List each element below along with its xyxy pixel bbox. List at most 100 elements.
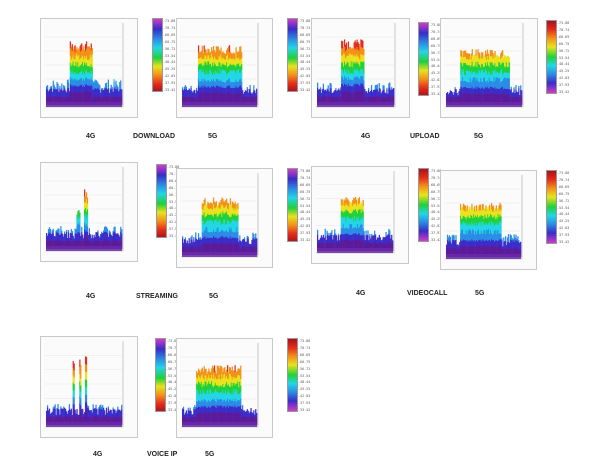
spectrum-bar-segment [239, 237, 241, 240]
spectrum-bar-segment [483, 77, 485, 84]
spectrum-bar-segment [57, 86, 59, 89]
spectrum-bar-segment [69, 234, 71, 237]
spectrum-bar-segment [67, 229, 70, 233]
spectrum-bar-segment [238, 249, 240, 251]
spectrum-bar-segment [78, 209, 80, 215]
spectrum-bar-segment [205, 210, 207, 217]
spectrum-bar-segment [214, 87, 217, 94]
spectrum-bar-segment [359, 85, 361, 93]
spectrum-bar-segment [81, 244, 83, 247]
spectrum-bar-segment [361, 61, 363, 69]
spectrum-bar-segment [248, 244, 250, 247]
spectrum-bar-segment [369, 95, 372, 98]
spectrum-bar-segment [342, 92, 345, 99]
spectrum-bar-segment [226, 62, 228, 69]
spectrum-bar-segment [492, 87, 494, 94]
spectrum-bar-segment [351, 60, 353, 67]
spectrum-bar-segment [233, 226, 235, 233]
spectrum-bar-segment [249, 248, 251, 251]
spectrum-bar-segment [182, 98, 185, 101]
spectrum-bar-segment [201, 91, 203, 99]
spectrum-bar-segment [216, 52, 218, 60]
spectrum-bar-segment [242, 91, 244, 94]
spectrum-bar-segment [352, 80, 354, 87]
spectrum-bar-segment [114, 92, 116, 95]
spectrum-bar-segment [75, 92, 77, 99]
spectrum-bar-segment [485, 82, 488, 89]
spectrum-bar-segment [73, 78, 75, 86]
spectrum-bar-segment [203, 65, 205, 73]
spectrum-bar-segment [501, 51, 503, 58]
spectrum-bar-segment [52, 96, 54, 100]
spectrum-bar-segment [384, 99, 386, 102]
spectrum-bar-segment [240, 242, 242, 245]
spectrum-bar-segment [226, 211, 228, 218]
spectrum-bar-segment [355, 238, 357, 246]
spectrum-bar-segment [54, 244, 56, 247]
spectrum-bar-segment [317, 85, 319, 88]
spectrum-bar-segment [119, 238, 121, 240]
spectrum-bar-segment [368, 244, 370, 247]
spectrum-bar-segment [501, 69, 503, 76]
spectrum-bar-segment [465, 64, 468, 71]
spectrum-bar-segment [121, 89, 123, 92]
spectrum-bar-segment [112, 242, 114, 246]
spectrum-bar-segment [479, 87, 481, 94]
spectrum-bar-segment [516, 91, 518, 94]
spectrum-bar-segment [67, 82, 70, 86]
spectrum-bar-segment [518, 98, 520, 101]
spectrum-bar-segment [190, 85, 192, 89]
spectrum-bar-segment [515, 93, 517, 97]
spectrum-bar-segment [246, 99, 248, 102]
spectrum-bar-segment [116, 235, 118, 238]
spectrum-bar-segment [504, 61, 507, 68]
spectrum-bar-segment [235, 209, 237, 216]
spectrum-bar-segment [465, 76, 468, 83]
spectrum-bar-segment [503, 60, 506, 67]
spectrum-bar-segment [88, 237, 90, 240]
spectrum-bar-segment [229, 217, 232, 224]
spectrum-bar-segment [118, 237, 120, 240]
spectrum-bar-segment [465, 74, 467, 82]
spectrum-bar-segment [329, 238, 331, 242]
spectrum-bar-segment [347, 210, 349, 217]
spectrum-bar-segment [452, 98, 454, 100]
spectrum-bar-segment [347, 239, 349, 246]
spectrum-bar-segment [493, 88, 495, 94]
spectrum-plot-5g-streaming [176, 168, 273, 268]
spectrum-bar-segment [349, 240, 351, 246]
spectrum-bar-segment [50, 235, 52, 238]
spectrum-bar-segment [186, 250, 188, 252]
spectrum-bar-segment [88, 244, 90, 247]
spectrum-bar-segment [90, 57, 92, 65]
spectrum-bar-segment [217, 78, 219, 86]
spectrum-bar-segment [363, 67, 365, 75]
spectrum-bar-segment [446, 101, 448, 103]
spectrum-bar-segment [462, 77, 464, 83]
spectrum-bar-segment [496, 65, 498, 72]
spectrum-bar-segment [212, 92, 214, 100]
spectrum-bar-segment [199, 243, 202, 246]
spectrum-bar-segment [114, 96, 116, 100]
spectrum-bar-segment [373, 93, 376, 95]
spectrum-bar-segment [379, 95, 381, 98]
spectrum-bar-segment [479, 53, 481, 60]
spectrum-bar-segment [86, 52, 89, 60]
colorbar-4g-download [152, 18, 163, 92]
spectrum-bar-segment [519, 96, 521, 98]
spectrum-bar-segment [362, 62, 364, 70]
spectrum-bar-segment [353, 221, 355, 228]
spectrum-bar-segment [236, 243, 238, 250]
spectrum-bar-segment [60, 91, 62, 94]
spectrum-bar-segment [235, 66, 237, 74]
spectrum-bar-segment [219, 74, 221, 82]
spectrum-bar-segment [324, 241, 326, 244]
spectrum-bar-segment [90, 238, 92, 240]
spectrum-bar-segment [457, 95, 459, 97]
spectrum-bar-segment [349, 53, 351, 60]
spectrum-bar-segment [326, 94, 328, 97]
spectrum-bar-segment [492, 52, 494, 59]
spectrum-bar-segment [360, 61, 362, 69]
spectrum-bar-segment [365, 95, 367, 98]
spectrum-bar-segment [367, 235, 369, 238]
